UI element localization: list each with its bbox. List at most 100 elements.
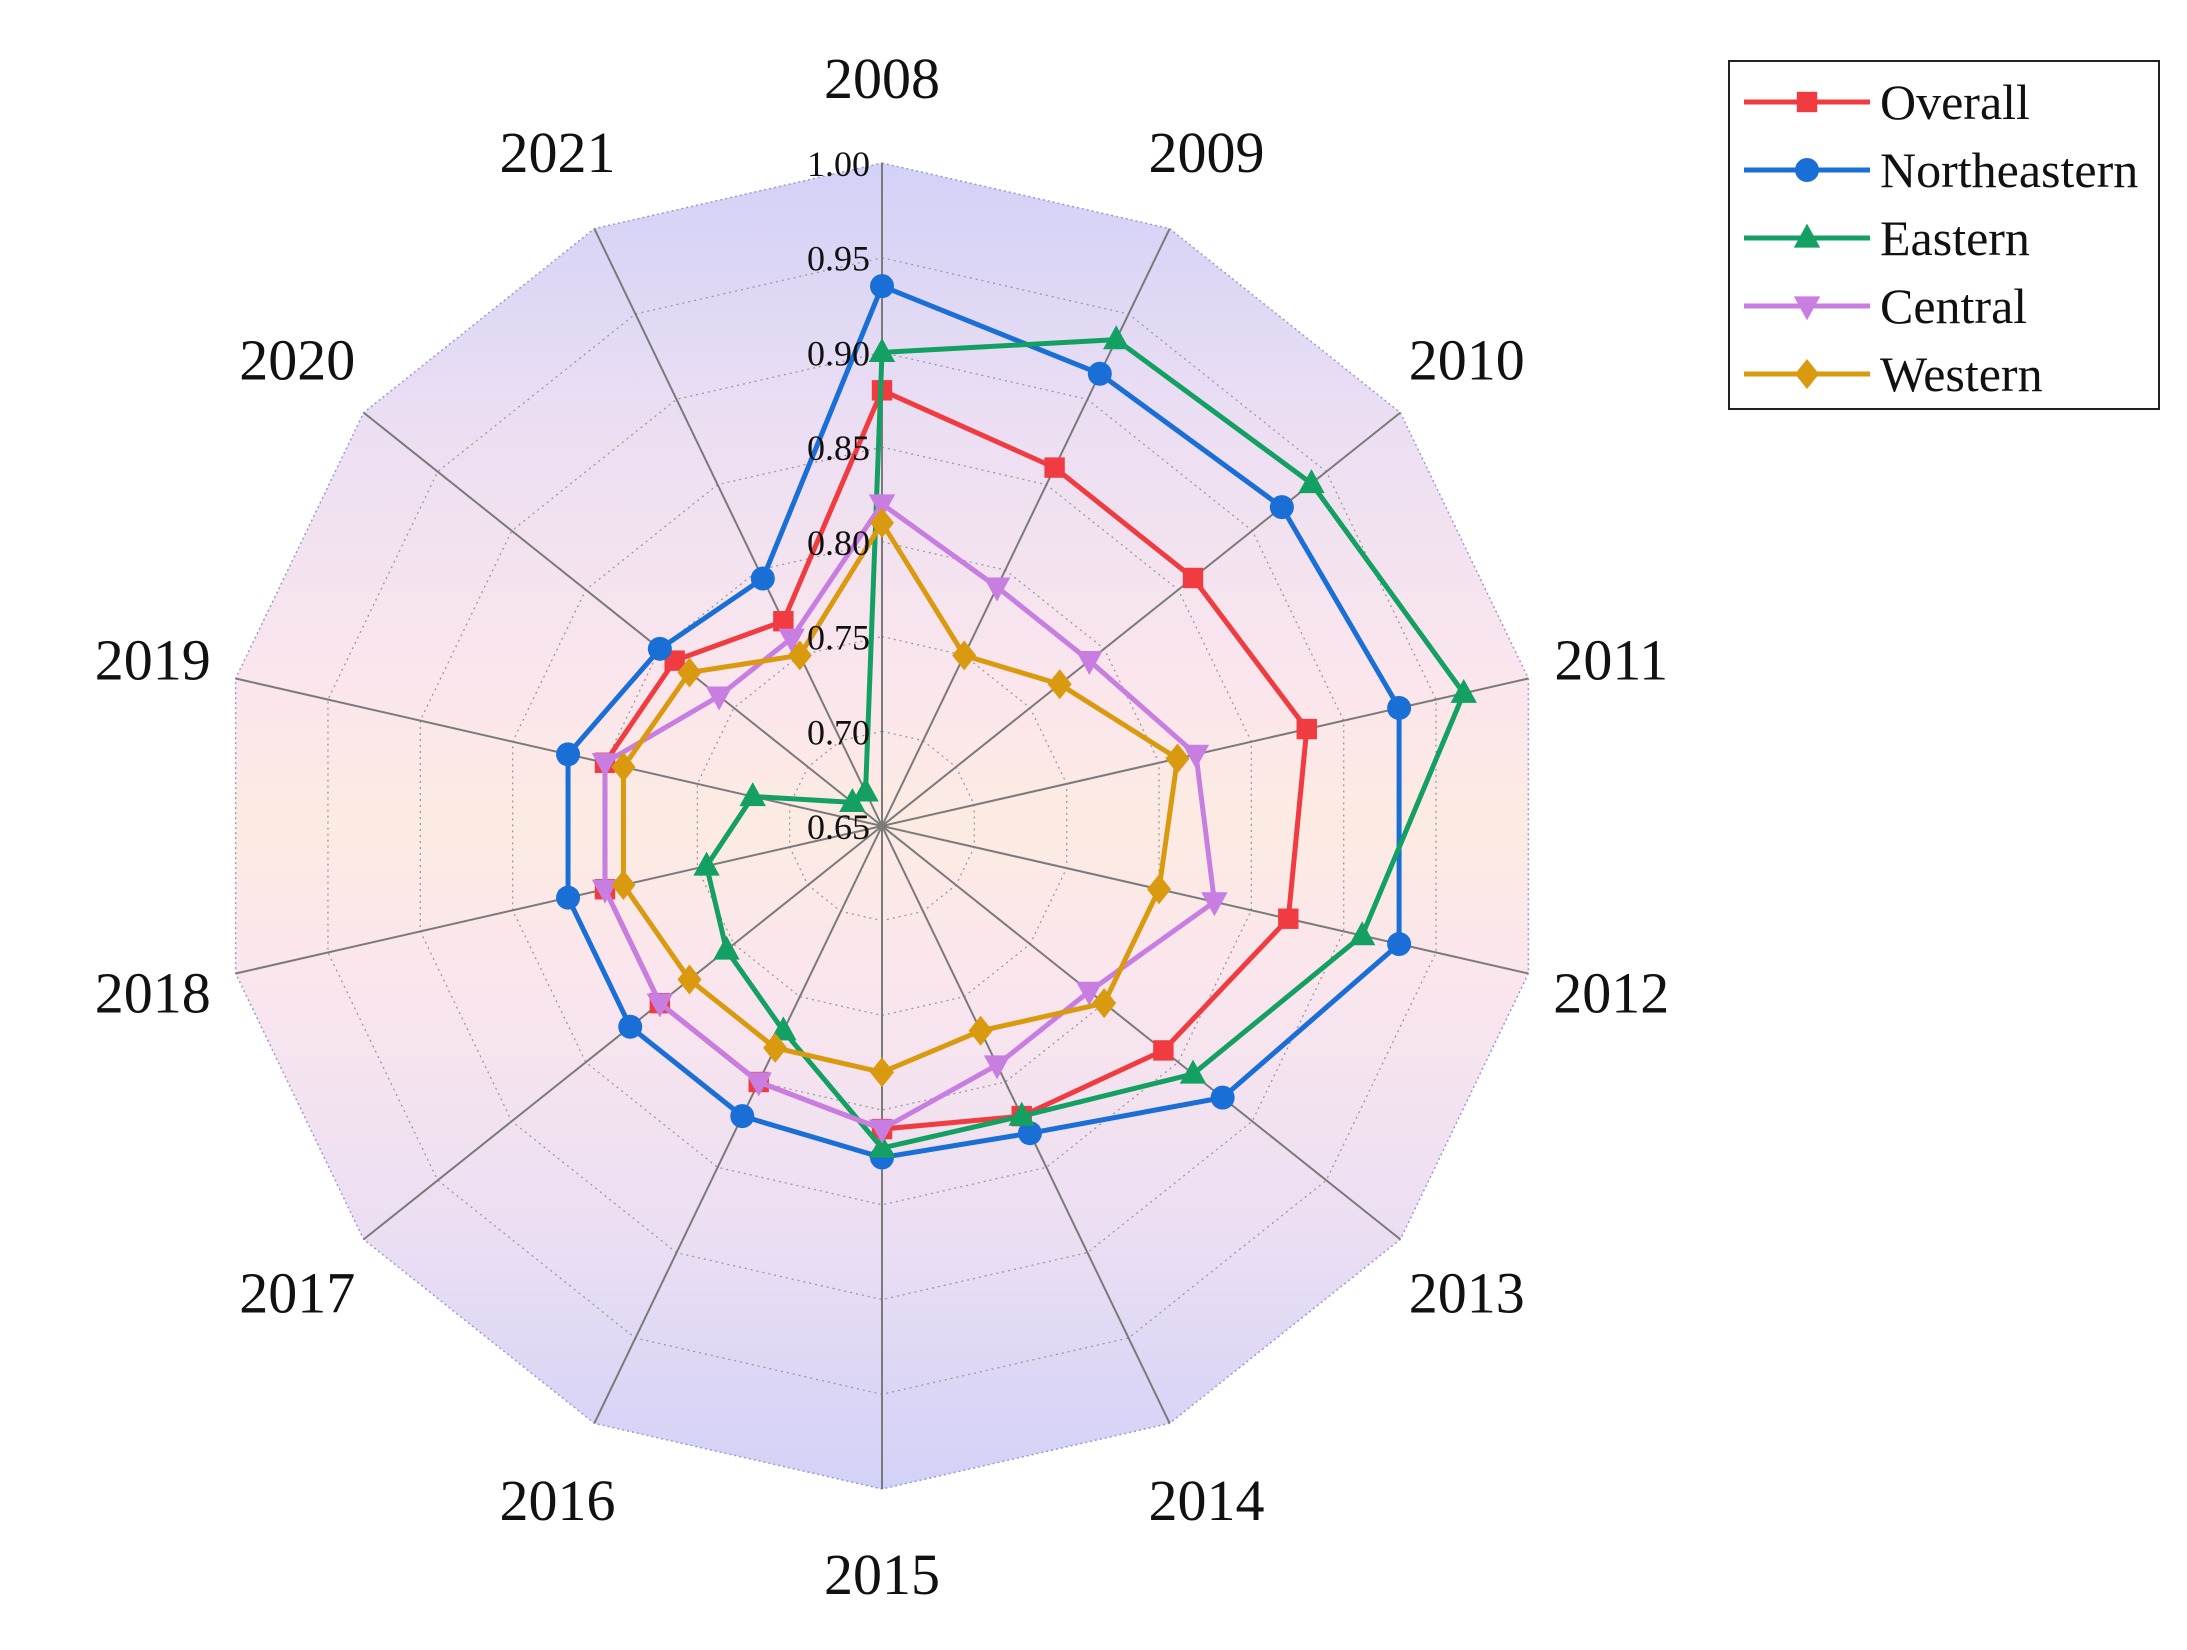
- legend-marker: [1796, 91, 1818, 113]
- data-point: [870, 274, 894, 299]
- axis-spoke: [881, 825, 1529, 975]
- data-point: [852, 777, 879, 802]
- legend-swatch: [1744, 223, 1870, 248]
- data-point: [1076, 651, 1103, 676]
- legend-label: Western: [1880, 346, 2043, 402]
- data-point: [611, 751, 636, 782]
- legend-marker: [1795, 359, 1819, 389]
- data-point: [750, 566, 775, 591]
- legend-item-central: Central: [1730, 272, 2158, 340]
- data-point: [1348, 921, 1376, 946]
- data-point: [556, 742, 581, 767]
- data-point: [1087, 361, 1112, 386]
- data-point: [618, 1014, 643, 1039]
- data-point: [1298, 469, 1325, 494]
- legend-swatch: [1744, 91, 1870, 113]
- data-point: [677, 657, 702, 688]
- data-point: [677, 964, 702, 995]
- data-point: [1182, 744, 1210, 769]
- series-central: [591, 494, 1228, 1144]
- category-label: 2010: [1409, 328, 1525, 393]
- data-point: [1296, 718, 1317, 740]
- legend: Overall Northeastern Eastern Central Western: [1728, 60, 2160, 410]
- data-point: [983, 1055, 1011, 1080]
- data-point: [1269, 495, 1294, 520]
- r-tick-label: 1.00: [807, 144, 870, 184]
- data-point: [1017, 1121, 1042, 1146]
- data-point: [1210, 1085, 1235, 1110]
- category-label: 2009: [1149, 120, 1265, 185]
- data-point: [778, 628, 805, 653]
- data-point: [868, 494, 896, 519]
- data-point: [1076, 981, 1103, 1006]
- data-point: [983, 577, 1011, 602]
- data-point: [693, 851, 720, 876]
- legend-item-eastern: Eastern: [1730, 204, 2158, 272]
- data-point: [556, 885, 581, 910]
- data-point: [1182, 567, 1204, 589]
- category-label: 2017: [239, 1260, 355, 1325]
- data-point: [1047, 669, 1072, 700]
- data-point: [1044, 457, 1065, 478]
- data-point: [1092, 988, 1117, 1019]
- data-point: [745, 1072, 772, 1097]
- data-point: [773, 610, 794, 632]
- r-tick-label: 0.65: [807, 807, 870, 847]
- data-point: [1147, 874, 1172, 905]
- data-point: [591, 753, 619, 778]
- r-tick-label: 0.90: [807, 333, 870, 373]
- series-western: [611, 507, 1190, 1088]
- legend-label: Northeastern: [1880, 142, 2139, 198]
- data-point: [870, 1057, 894, 1088]
- data-point: [1450, 678, 1477, 703]
- category-label: 2020: [239, 328, 355, 393]
- data-point: [868, 1119, 896, 1144]
- category-label: 2011: [1554, 628, 1668, 693]
- data-point: [730, 1104, 755, 1129]
- legend-label: Central: [1880, 278, 2028, 334]
- data-point: [1165, 743, 1190, 774]
- data-point: [739, 782, 766, 807]
- category-label: 2008: [824, 46, 940, 111]
- data-point: [1387, 932, 1412, 957]
- data-point: [870, 507, 894, 538]
- data-point: [968, 1015, 993, 1046]
- r-tick-label: 0.70: [807, 712, 870, 752]
- data-point: [1278, 908, 1299, 929]
- axis-spoke: [593, 228, 883, 827]
- category-label: 2018: [95, 960, 211, 1025]
- legend-item-northeastern: Northeastern: [1730, 136, 2158, 204]
- data-point: [611, 870, 636, 901]
- axis-spoke: [881, 228, 1171, 827]
- data-point: [1153, 1040, 1174, 1061]
- data-point: [839, 787, 866, 812]
- legend-marker: [1793, 296, 1821, 321]
- category-label: 2021: [499, 120, 615, 185]
- legend-item-western: Western: [1730, 340, 2158, 408]
- category-label: 2019: [95, 628, 211, 693]
- legend-label: Eastern: [1880, 210, 2030, 266]
- series-eastern: [693, 325, 1477, 1158]
- data-point: [1387, 695, 1412, 720]
- r-tick-label: 0.75: [807, 618, 870, 658]
- legend-label: Overall: [1880, 74, 2030, 130]
- data-point: [952, 640, 977, 671]
- category-label: 2016: [499, 1468, 615, 1533]
- legend-item-overall: Overall: [1730, 68, 2158, 136]
- data-point: [1103, 325, 1130, 350]
- r-tick-label: 0.85: [807, 428, 870, 468]
- data-point: [868, 1133, 896, 1158]
- category-label: 2013: [1409, 1260, 1525, 1325]
- data-point: [591, 879, 619, 904]
- legend-marker: [1793, 223, 1821, 248]
- axis-spoke: [881, 825, 1401, 1241]
- category-label: 2012: [1553, 960, 1669, 1025]
- category-label: 2015: [824, 1542, 940, 1607]
- data-point: [787, 640, 812, 671]
- data-point: [770, 1016, 797, 1041]
- r-tick-label: 0.80: [807, 523, 870, 563]
- legend-swatch: [1744, 359, 1870, 389]
- r-tick-label: 0.95: [807, 239, 870, 279]
- category-label: 2014: [1149, 1468, 1265, 1533]
- data-point: [763, 1032, 788, 1063]
